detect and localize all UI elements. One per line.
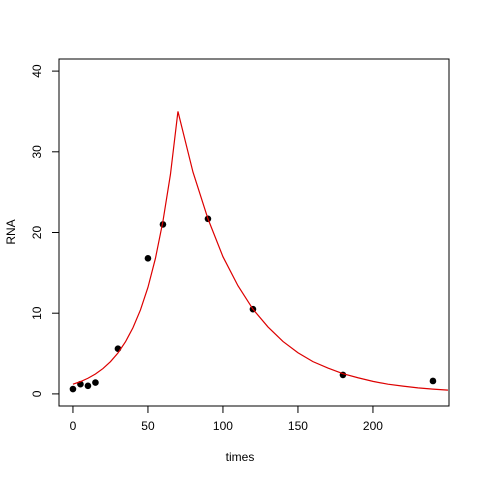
- y-tick-label: 40: [30, 64, 44, 78]
- y-tick-label: 10: [30, 306, 44, 320]
- point: [144, 255, 152, 262]
- x-tick-label: 50: [141, 419, 155, 433]
- y-tick-label: 20: [30, 226, 44, 240]
- point: [84, 382, 92, 390]
- x-tick-label: 200: [363, 419, 383, 433]
- y-tick-label: 30: [30, 145, 44, 159]
- x-tick-label: 150: [288, 419, 308, 433]
- x-tick-label: 100: [213, 419, 233, 433]
- x-tick-label: 0: [70, 419, 77, 433]
- point: [69, 385, 77, 393]
- x-axis-label: times: [226, 450, 255, 464]
- y-tick-label: 0: [30, 390, 44, 397]
- point: [159, 221, 167, 228]
- point: [92, 379, 99, 386]
- point: [429, 377, 437, 385]
- curve: [72, 111, 448, 391]
- y-axis-label: RNA: [4, 219, 18, 244]
